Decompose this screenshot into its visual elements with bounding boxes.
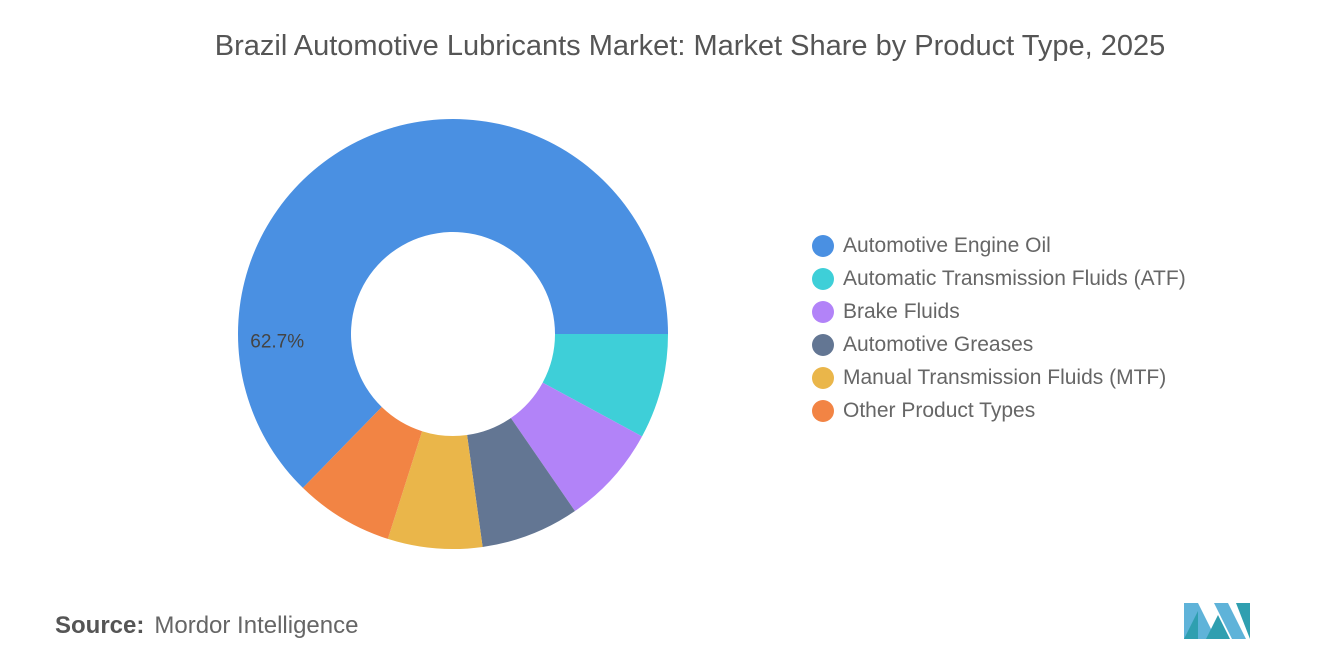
mordor-logo-icon — [1184, 603, 1250, 639]
data-label-1: 62.7% — [250, 332, 304, 353]
donut-slice-3 — [510, 382, 643, 512]
legend-swatch — [812, 234, 834, 257]
donut-slice-2 — [542, 334, 668, 437]
legend-item: Manual Transmission Fluids (MTF) — [812, 361, 1186, 394]
legend-item: Other Product Types — [812, 394, 1186, 427]
legend-item: Brake Fluids — [812, 295, 1186, 328]
legend-item: Automatic Transmission Fluids (ATF) — [812, 262, 1186, 295]
donut-slice-5 — [387, 431, 483, 549]
legend-item: Automotive Greases — [812, 328, 1186, 361]
source-text: Mordor Intelligence — [154, 612, 359, 639]
donut-slice-6 — [302, 407, 423, 539]
donut-slice-4 — [467, 418, 575, 547]
source-note: Source: Mordor Intelligence — [55, 612, 358, 640]
legend-swatch — [812, 267, 834, 290]
legend-label: Brake Fluids — [843, 299, 960, 323]
legend-label: Automotive Engine Oil — [843, 233, 1051, 257]
legend-swatch — [812, 366, 834, 389]
legend-label: Other Product Types — [843, 398, 1036, 422]
source-label: Source: — [55, 612, 145, 639]
legend-item: Automotive Engine Oil — [812, 229, 1186, 262]
legend-swatch — [812, 300, 834, 323]
legend-label: Manual Transmission Fluids (MTF) — [843, 365, 1167, 389]
legend-label: Automatic Transmission Fluids (ATF) — [843, 266, 1186, 290]
donut-slice-1 — [238, 118, 668, 488]
chart-legend: Automotive Engine Oil Automatic Transmiss… — [812, 229, 1186, 427]
legend-swatch — [812, 333, 834, 356]
legend-label: Automotive Greases — [843, 332, 1034, 356]
chart-title: Brazil Automotive Lubricants Market: Mar… — [214, 30, 1166, 62]
legend-swatch — [812, 399, 834, 422]
